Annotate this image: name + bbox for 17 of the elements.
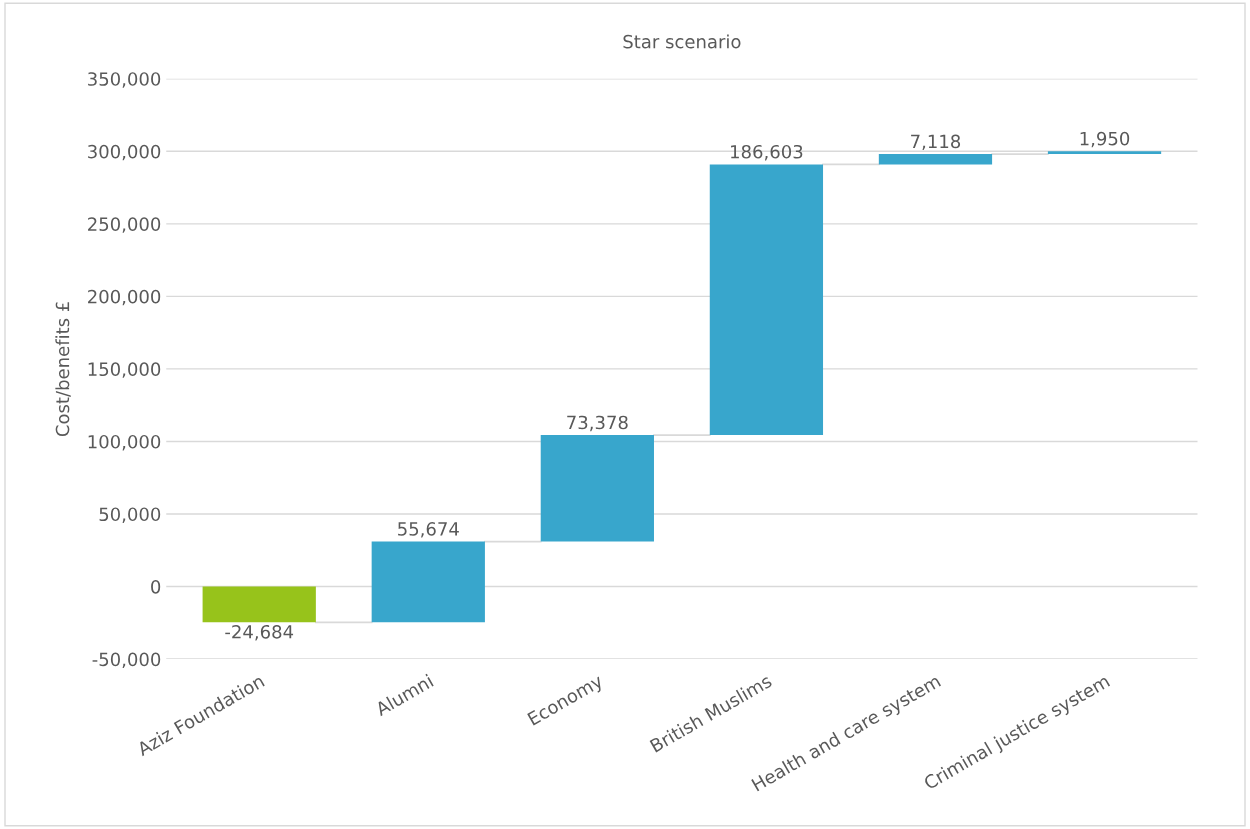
y-tick-label: 150,000 (88, 362, 161, 378)
y-tick-label: -50,000 (92, 652, 161, 669)
y-axis-title: Cost/benefits £ (55, 302, 71, 437)
y-tick-label: 200,000 (88, 289, 161, 306)
y-tick-label: 300,000 (88, 144, 161, 161)
chart-title: Star scenario (623, 34, 741, 49)
data-label: 55,674 (398, 522, 459, 538)
y-tick-label: 350,000 (88, 72, 161, 88)
y-tick-label: 100,000 (88, 434, 161, 451)
y-tick-label: 0 (151, 579, 161, 594)
data-label: 7,118 (911, 134, 961, 151)
data-label: 186,603 (731, 144, 803, 161)
data-label: -24,684 (225, 624, 294, 641)
data-label: 1,950 (1080, 131, 1130, 148)
y-tick-label: 250,000 (88, 217, 161, 233)
y-tick-label: 50,000 (99, 507, 161, 523)
data-label: 73,378 (567, 415, 628, 432)
